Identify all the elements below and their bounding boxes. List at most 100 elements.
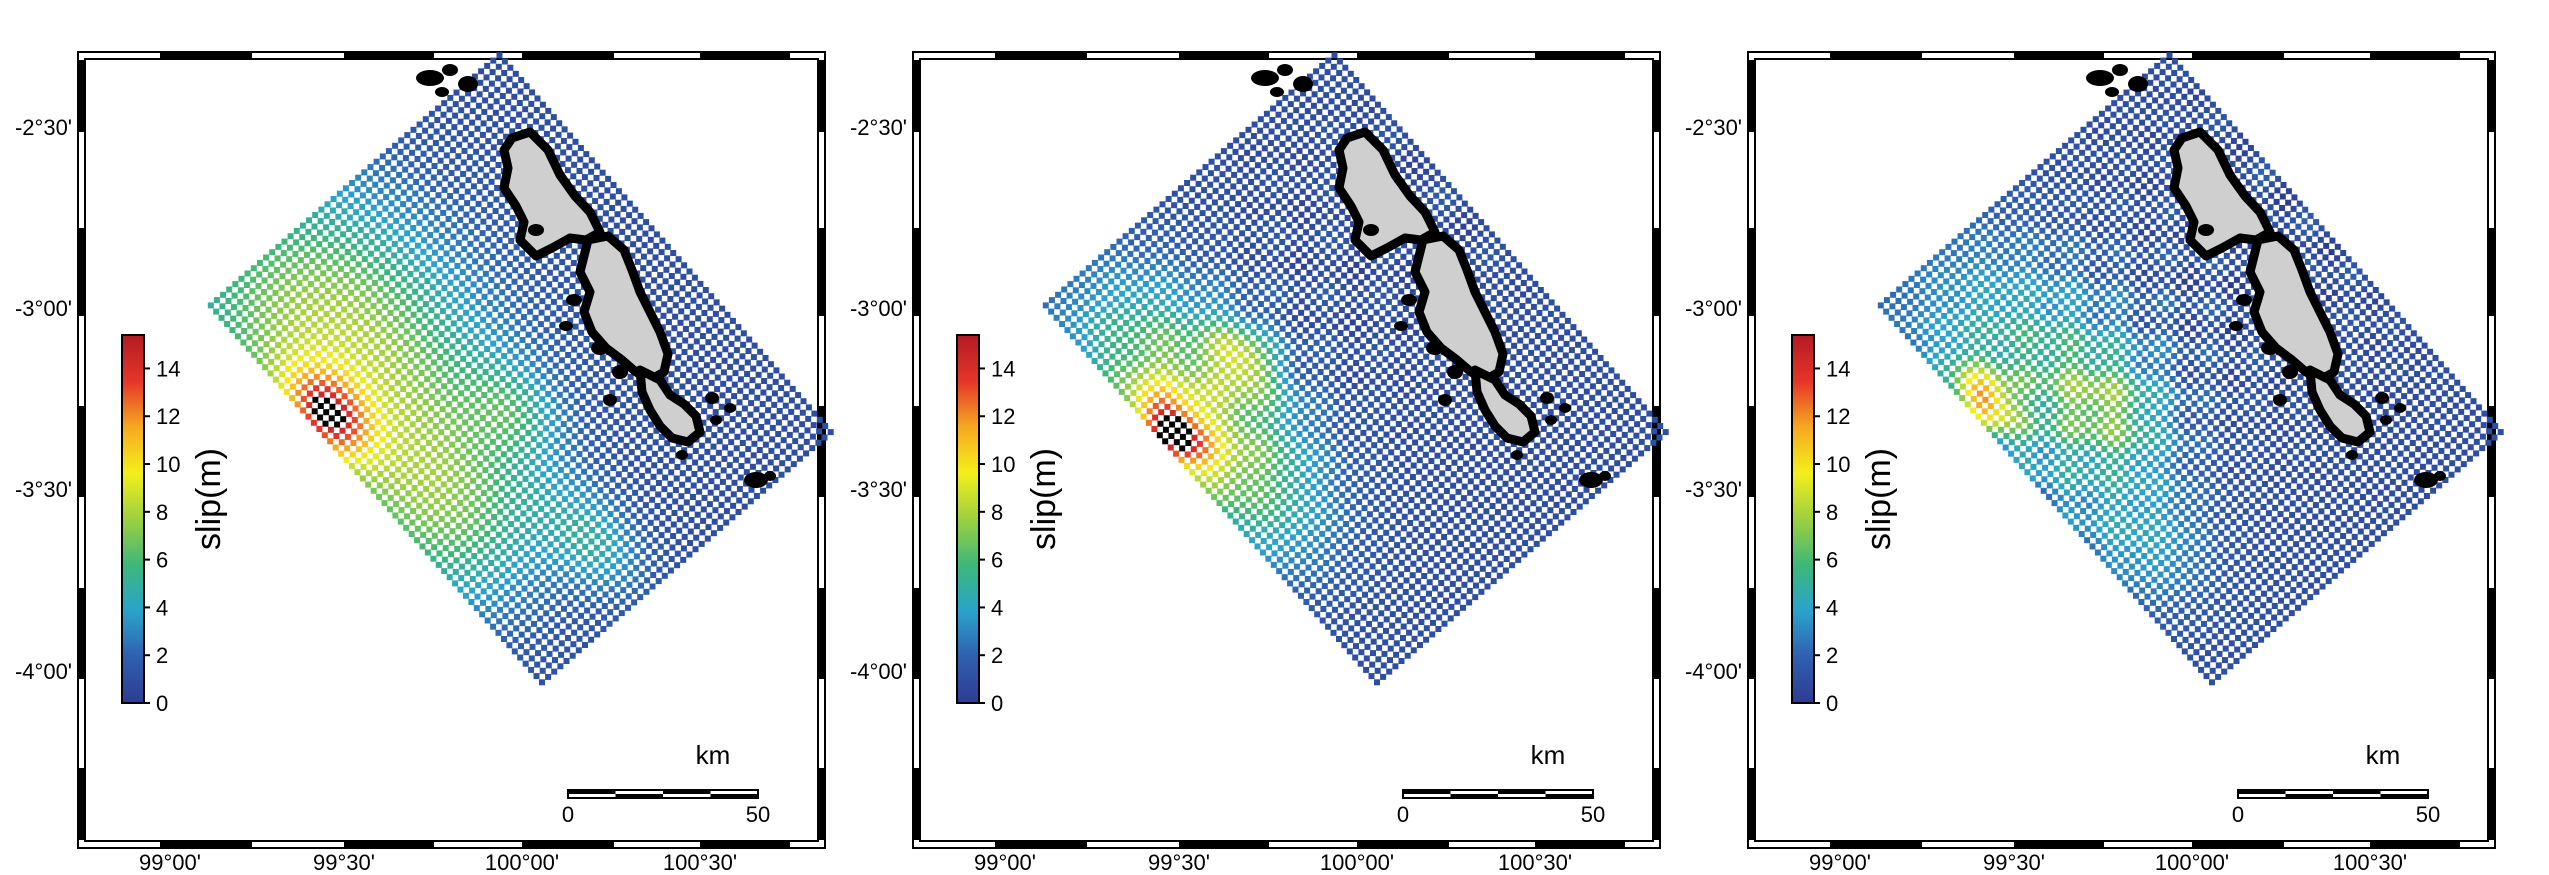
slip-patch [359,388,366,395]
slip-patch [566,415,573,422]
slip-patch [277,296,284,303]
slip-patch [652,254,659,261]
slip-patch [620,205,627,212]
slip-patch [527,395,534,402]
slip-patch [1402,317,1409,324]
slip-patch [524,539,531,546]
slip-patch [1234,310,1241,317]
slip-patch [1348,429,1355,435]
slip-patch [676,331,683,338]
slip-patch [1261,156,1268,163]
slip-patch [575,364,582,371]
slip-patch [1210,309,1217,316]
slip-patch [283,388,290,395]
slip-patch [1368,118,1375,125]
slip-patch [1417,347,1424,354]
slip-patch [302,372,309,379]
slip-patch [1185,243,1192,250]
slip-patch [1223,298,1230,305]
slip-patch [1487,254,1494,261]
slip-patch [325,374,332,381]
slip-patch [335,398,342,405]
slip-patch [1344,399,1351,406]
slip-patch [1375,373,1382,380]
slip-patch [533,303,540,310]
slip-patch [1357,94,1364,101]
slip-patch [1268,498,1275,505]
slip-patch [268,347,275,354]
slip-patch [1257,116,1264,123]
slip-patch [441,371,448,378]
slip-patch [533,390,540,397]
slip-patch [345,422,352,429]
slip-patch [1352,273,1359,280]
slip-patch [691,471,698,477]
slip-patch [1179,347,1186,354]
slip-patch [634,443,641,450]
slip-patch [1185,440,1192,446]
slip-patch [1209,418,1216,425]
slip-patch [1165,294,1172,301]
slip-patch [1114,371,1121,378]
slip-patch [671,325,678,332]
slip-patch [1361,406,1368,413]
slip-patch [772,378,779,385]
slip-patch [353,394,360,400]
slip-patch [608,499,615,506]
slip-patch [399,484,406,491]
slip-patch [604,187,611,194]
slip-patch [691,274,698,281]
slip-patch [489,450,496,457]
slip-patch [1238,513,1245,520]
slip-patch [1173,439,1180,446]
slip-patch [348,278,355,285]
slip-patch [467,327,474,334]
slip-patch [492,589,499,596]
slip-patch [1190,446,1197,453]
slip-patch [1365,436,1372,443]
slip-patch [1348,440,1355,447]
slip-patch [470,281,477,288]
slip-patch [1114,359,1121,366]
slip-patch [1188,295,1195,302]
slip-patch [1097,352,1104,359]
slip-patch [461,332,468,339]
slip-patch [335,300,342,307]
slip-patch [1232,235,1239,242]
slip-patch [1305,379,1312,386]
slip-patch [1323,375,1330,382]
slip-patch [769,424,776,431]
slip-patch [1263,492,1270,498]
slip-patch [538,494,545,501]
slip-patch [352,318,359,325]
slip-patch [571,433,578,440]
slip-patch [671,510,678,516]
slip-patch [495,629,502,636]
slip-patch [1181,312,1188,319]
slip-patch [1199,394,1206,401]
slip-patch [642,513,649,520]
slip-patch [457,499,464,506]
slip-patch [1283,453,1290,460]
islet [416,70,444,86]
slip-patch [627,373,634,380]
slip-patch [1152,218,1159,225]
slip-patch [443,533,450,540]
slip-patch [1135,407,1142,414]
slip-patch [593,359,600,366]
slip-patch [1475,253,1482,260]
slip-patch [419,445,426,452]
slip-patch [669,446,676,453]
slip-patch [1231,356,1238,363]
slip-patch [577,156,584,163]
slip-patch [1165,196,1172,202]
slip-patch [1423,168,1430,175]
slip-patch [1252,393,1259,399]
slip-patch [1287,285,1294,292]
slip-patch [1163,328,1170,335]
slip-patch [1212,470,1219,477]
slip-patch [550,114,557,121]
slip-patch [435,561,442,568]
slip-patch [476,472,483,479]
slip-patch [319,368,326,375]
